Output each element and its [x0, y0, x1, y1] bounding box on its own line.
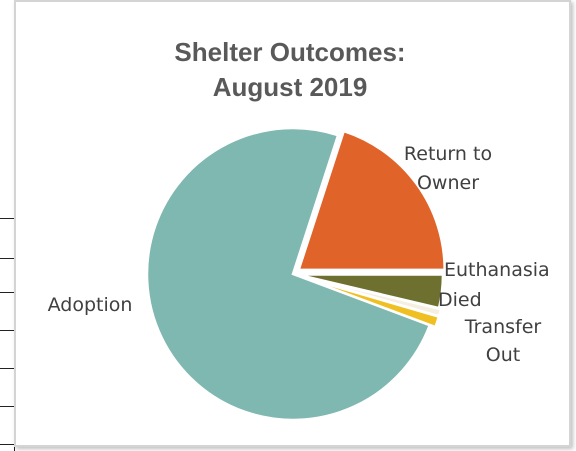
- left-table-line: [0, 330, 14, 331]
- left-table-line: [0, 406, 14, 407]
- slice-label-adoption: Adoption: [48, 294, 133, 316]
- slice-label-transfer-out: Out: [486, 344, 520, 366]
- pie-slice-return-to-owner: [296, 129, 446, 272]
- slice-label-return-to-owner: Return to: [404, 143, 492, 165]
- slice-label-died: Died: [438, 289, 482, 311]
- left-table-line: [0, 218, 14, 219]
- chart-title-line: August 2019: [213, 72, 368, 102]
- chart-title-line: Shelter Outcomes:: [174, 37, 405, 67]
- slice-label-transfer-out: Transfer: [464, 316, 542, 338]
- pie-slices: [145, 126, 446, 422]
- pie-slice-adoption: [145, 126, 432, 422]
- slice-label-return-to-owner: Owner: [417, 172, 479, 194]
- left-table-line: [0, 258, 14, 259]
- chart-title: Shelter Outcomes: August 2019: [174, 37, 405, 102]
- left-table-line: [0, 368, 14, 369]
- left-table-line: [0, 444, 14, 445]
- left-table-line: [0, 292, 14, 293]
- slice-labels: Return to Owner Euthanasia Died Transfer Out A…: [48, 143, 550, 366]
- slice-label-euthanasia: Euthanasia: [444, 259, 550, 281]
